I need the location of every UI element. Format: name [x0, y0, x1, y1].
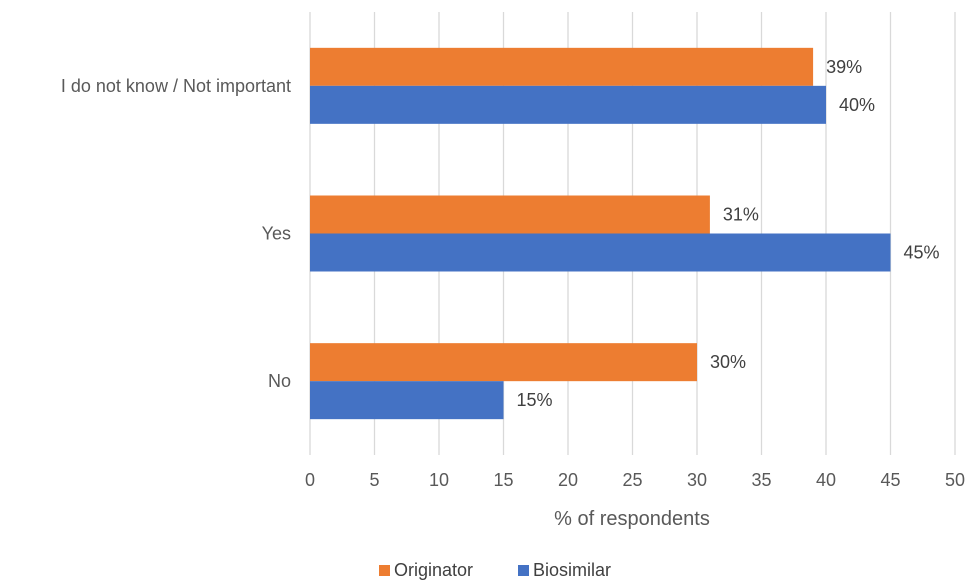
- data-labels: 39% 40% 31% 45% 30% 15%: [517, 57, 940, 410]
- x-tick-label: 35: [751, 470, 771, 490]
- legend: Originator Biosimilar: [379, 560, 611, 580]
- bar-biosimilar-0: [310, 85, 826, 124]
- legend-swatch-originator: [379, 565, 390, 576]
- legend-label-originator: Originator: [394, 560, 473, 580]
- bar-originator-1: [310, 195, 710, 234]
- bar-biosimilar-2: [310, 381, 504, 420]
- x-tick-label: 5: [369, 470, 379, 490]
- bar-originator-0: [310, 47, 814, 86]
- data-label: 45%: [904, 243, 940, 263]
- x-tick-label: 0: [305, 470, 315, 490]
- legend-label-biosimilar: Biosimilar: [533, 560, 611, 580]
- category-label: I do not know / Not important: [61, 76, 291, 96]
- category-label: No: [268, 371, 291, 391]
- x-axis-title: % of respondents: [554, 508, 710, 530]
- x-tick-label: 45: [880, 470, 900, 490]
- x-tick-label: 15: [493, 470, 513, 490]
- bar-biosimilar-1: [310, 233, 891, 272]
- x-tick-label: 10: [429, 470, 449, 490]
- data-label: 31%: [723, 205, 759, 225]
- x-tick-label: 50: [945, 470, 965, 490]
- data-label: 15%: [517, 390, 553, 410]
- x-tick-labels: 0 5 10 15 20 25 30 35 40 45 50: [305, 470, 965, 490]
- bar-originator-2: [310, 343, 697, 382]
- x-tick-label: 25: [622, 470, 642, 490]
- category-labels: I do not know / Not important Yes No: [61, 76, 291, 391]
- x-tick-label: 20: [558, 470, 578, 490]
- x-tick-label: 30: [687, 470, 707, 490]
- legend-swatch-biosimilar: [518, 565, 529, 576]
- x-tick-label: 40: [816, 470, 836, 490]
- data-label: 39%: [826, 57, 862, 77]
- category-label: Yes: [262, 224, 291, 244]
- data-label: 40%: [839, 95, 875, 115]
- bars: [310, 47, 891, 420]
- data-label: 30%: [710, 352, 746, 372]
